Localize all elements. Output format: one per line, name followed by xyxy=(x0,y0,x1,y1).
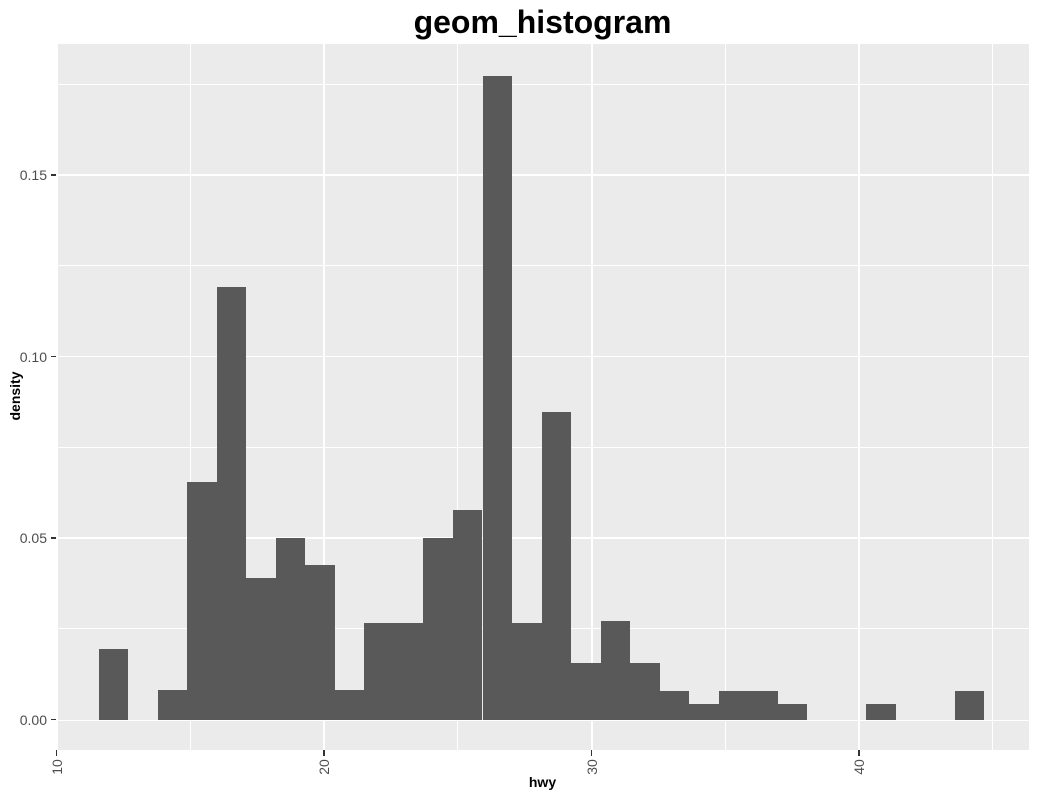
y-tick-label: 0.05 xyxy=(19,530,47,547)
x-tick-label: 30 xyxy=(583,759,600,775)
gridline-x-minor xyxy=(992,44,994,750)
y-tick-mark xyxy=(50,537,56,539)
histogram-bar xyxy=(393,622,424,720)
x-tick-mark xyxy=(590,750,593,756)
y-tick-label: 0.10 xyxy=(19,348,47,365)
histogram-bar xyxy=(748,691,778,720)
y-tick-mark xyxy=(50,174,56,176)
histogram-bar xyxy=(630,662,660,720)
gridline-x-major xyxy=(590,44,593,750)
y-axis-title: density xyxy=(7,371,23,421)
histogram-bar xyxy=(777,703,808,720)
histogram-bar xyxy=(482,76,512,720)
histogram-bar xyxy=(334,690,365,720)
gridline-y-minor xyxy=(56,83,1029,85)
gridline-x-major xyxy=(858,44,861,750)
gridline-y-major xyxy=(56,355,1029,358)
histogram-bar xyxy=(216,286,247,720)
gridline-x-major xyxy=(323,44,326,750)
histogram-bar xyxy=(364,622,394,720)
x-tick-mark xyxy=(858,750,860,756)
gridline-y-major xyxy=(56,719,1029,722)
y-tick-mark xyxy=(50,355,56,358)
histogram-bar xyxy=(187,481,217,720)
gridline-y-minor xyxy=(56,265,1029,267)
x-tick-label: 20 xyxy=(316,759,333,775)
histogram-bar xyxy=(246,578,276,720)
gridline-x-minor xyxy=(457,44,459,750)
histogram-bar xyxy=(157,690,188,720)
histogram-bar xyxy=(275,537,306,720)
plot-title: geom_histogram xyxy=(413,4,672,40)
gridline-x-minor xyxy=(189,44,191,750)
histogram-bar xyxy=(452,509,483,720)
histogram-bar xyxy=(423,537,453,720)
histogram-bar xyxy=(689,703,719,720)
histogram-bar xyxy=(600,621,631,720)
y-tick-label: 0.00 xyxy=(19,711,47,728)
y-tick-label: 0.15 xyxy=(19,167,47,184)
histogram-bar xyxy=(571,662,601,720)
histogram-bar xyxy=(98,649,129,720)
x-tick-label: 40 xyxy=(851,759,868,775)
gridline-y-major xyxy=(56,174,1029,177)
y-tick-mark xyxy=(50,718,56,721)
histogram-bar xyxy=(718,691,749,720)
x-tick-mark xyxy=(55,750,58,756)
histogram-bar xyxy=(954,691,985,720)
histogram-bar xyxy=(659,691,690,720)
x-axis-title: hwy xyxy=(528,774,557,790)
histogram-bar xyxy=(541,412,571,720)
histogram-bar xyxy=(866,703,896,720)
plot-panel xyxy=(56,44,1029,750)
gridline-x-minor xyxy=(724,44,726,750)
histogram-bar xyxy=(305,564,335,720)
histogram-bar xyxy=(512,622,542,720)
x-tick-label: 10 xyxy=(48,759,65,775)
x-tick-mark xyxy=(323,750,325,756)
gridline-x-major xyxy=(56,44,58,750)
